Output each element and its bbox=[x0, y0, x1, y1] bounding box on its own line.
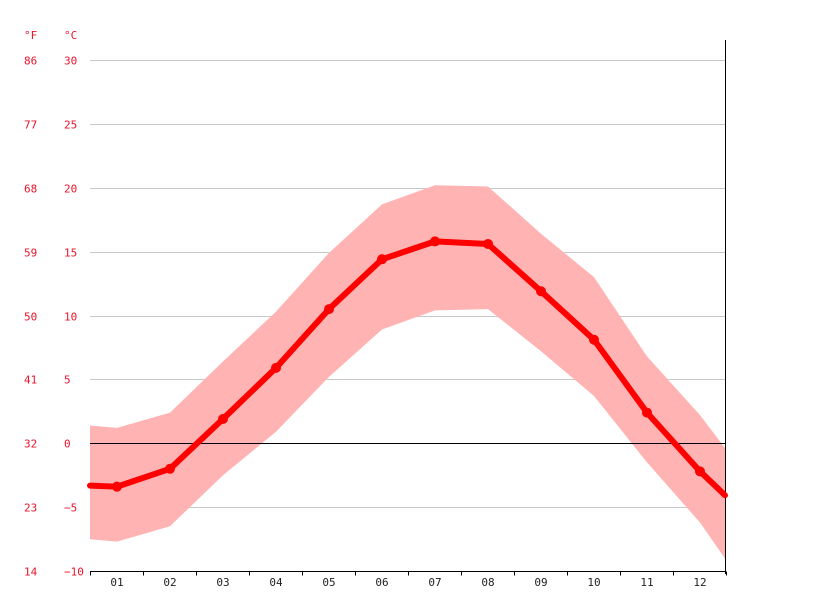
y-tick-label-fahrenheit: 59 bbox=[24, 247, 37, 260]
y-tick-label-celsius: 20 bbox=[64, 183, 77, 196]
x-tick-label: 06 bbox=[375, 576, 388, 589]
temperature-range-area bbox=[90, 185, 725, 559]
y-tick-label-celsius: −5 bbox=[64, 502, 77, 515]
mean-temperature-point bbox=[483, 238, 493, 249]
y-tick-label-fahrenheit: 14 bbox=[24, 566, 38, 579]
x-tick-label: 01 bbox=[110, 576, 123, 589]
mean-temperature-point bbox=[165, 463, 175, 474]
mean-temperature-point bbox=[589, 334, 599, 345]
x-axis-labels: 01 02 03 04 05 06 07 08 09 10 11 12 bbox=[110, 576, 706, 589]
x-tick-label: 02 bbox=[163, 576, 176, 589]
x-tick-label: 12 bbox=[693, 576, 706, 589]
temperature-range-band bbox=[90, 185, 725, 559]
y-tick-label-celsius: 30 bbox=[64, 55, 77, 68]
x-tick-label: 04 bbox=[269, 576, 283, 589]
y-tick-label-fahrenheit: 77 bbox=[24, 119, 37, 132]
x-tick-label: 05 bbox=[322, 576, 335, 589]
x-tick-label: 10 bbox=[587, 576, 600, 589]
mean-temperature-point bbox=[218, 413, 228, 424]
y-tick-label-celsius: 10 bbox=[64, 311, 77, 324]
mean-temperature-point bbox=[695, 466, 705, 477]
y-tick-label-celsius: 25 bbox=[64, 119, 77, 132]
x-tick-label: 08 bbox=[481, 576, 494, 589]
y-axis-labels: °F °C 86 30 77 25 68 20 59 15 50 10 41 5 32 0 23 −5 14 −1… bbox=[24, 29, 84, 579]
x-tick-label: 09 bbox=[534, 576, 547, 589]
mean-temperature-point bbox=[271, 362, 281, 373]
y-tick-label-celsius: 0 bbox=[64, 438, 71, 451]
celsius-unit-label: °C bbox=[64, 29, 77, 42]
mean-temperature-point bbox=[112, 481, 122, 492]
y-tick-label-fahrenheit: 86 bbox=[24, 55, 37, 68]
y-tick-label-fahrenheit: 23 bbox=[24, 502, 37, 515]
y-tick-label-fahrenheit: 32 bbox=[24, 438, 37, 451]
x-tick-label: 03 bbox=[216, 576, 229, 589]
mean-temperature-series bbox=[87, 236, 728, 499]
mean-temperature-point bbox=[377, 254, 387, 265]
y-tick-label-celsius: 5 bbox=[64, 374, 71, 387]
axes bbox=[90, 40, 727, 576]
mean-temperature-point bbox=[324, 304, 334, 315]
y-tick-label-fahrenheit: 41 bbox=[24, 374, 37, 387]
x-tick-label: 11 bbox=[640, 576, 653, 589]
fahrenheit-unit-label: °F bbox=[24, 29, 37, 42]
y-tick-label-fahrenheit: 50 bbox=[24, 311, 37, 324]
mean-temperature-point bbox=[642, 407, 652, 418]
y-tick-label-celsius: 15 bbox=[64, 247, 77, 260]
mean-temperature-point bbox=[536, 286, 546, 297]
x-tick-label: 07 bbox=[428, 576, 441, 589]
y-tick-label-celsius: −10 bbox=[64, 566, 84, 579]
mean-temperature-line bbox=[87, 238, 728, 499]
y-tick-label-fahrenheit: 68 bbox=[24, 183, 37, 196]
mean-temperature-point bbox=[430, 236, 440, 247]
